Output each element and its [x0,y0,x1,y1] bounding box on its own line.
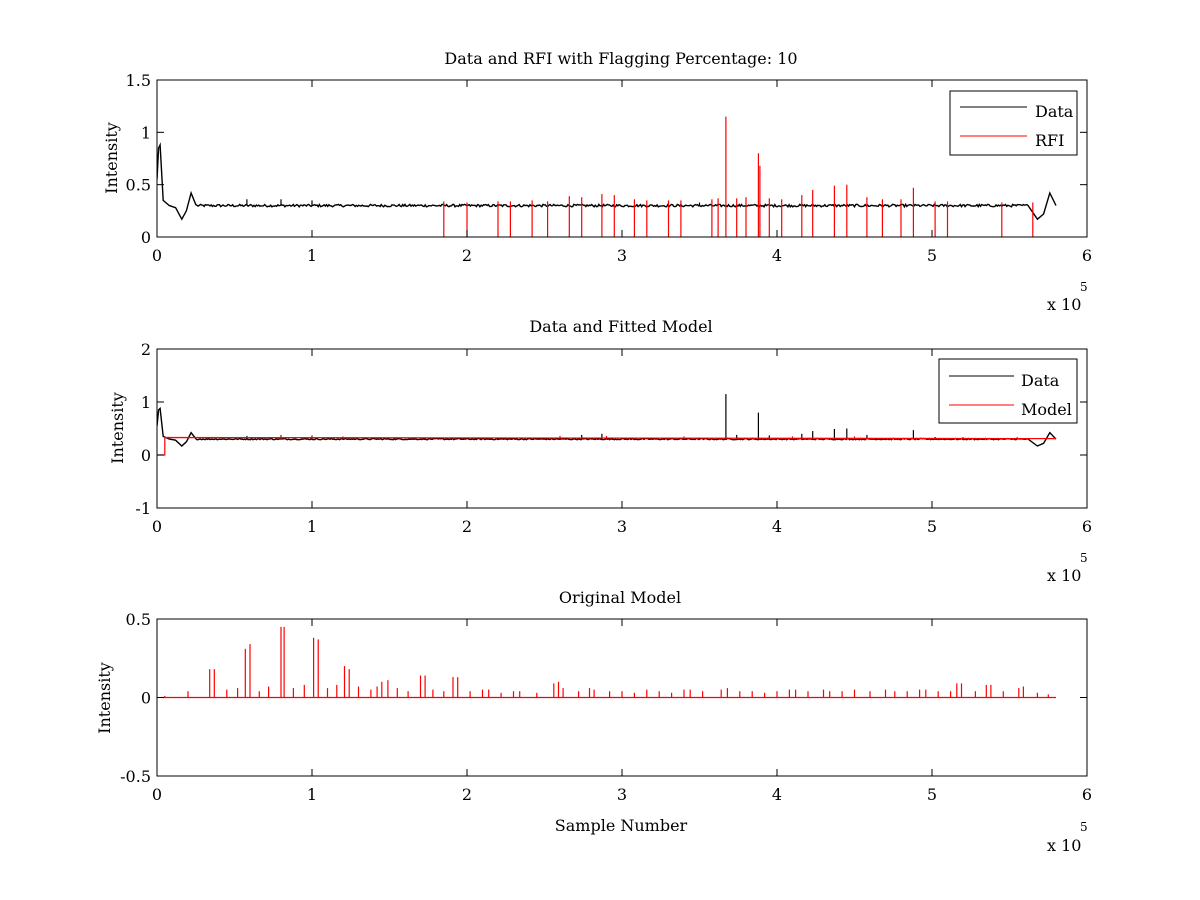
y-tick-label: 0.5 [126,176,151,195]
x-exponent-power: 5 [1080,820,1088,834]
legend-label-rfi: RFI [1035,131,1064,150]
x-exponent-base: x 10 [1047,566,1081,585]
plot-frame [156,79,1088,238]
y-tick-label: 0.5 [126,610,151,629]
series-layer [161,626,1056,699]
legend-label-model: Model [1021,400,1072,419]
x-tick-label: 3 [617,785,627,804]
x-tick-label: 3 [617,246,627,265]
series-line-data [157,406,1057,447]
x-exponent-base: x 10 [1047,836,1081,855]
x-tick-label: 6 [1082,785,1092,804]
plot-frame [156,618,1088,777]
y-tick-label: 1 [141,393,151,412]
ticks-layer: 0 1 2 3 4 5 6 0 0.5 1 1.5 [126,71,1093,265]
x-tick-label: 1 [307,517,317,536]
chart-title: Original Model [559,588,681,607]
series-clip-group [161,626,1056,699]
y-tick-label: 0 [141,446,151,465]
x-tick-label: 0 [152,785,162,804]
chart-panel-original: Original Model 0 1 2 3 4 5 6-0.500.5 Intensity… [95,588,1092,855]
x-tick-label: 0 [152,517,162,536]
x-tick-label: 6 [1082,246,1092,265]
legend-label-data: Data [1035,102,1074,121]
y-tick-label: 1.5 [126,71,151,90]
y-axis-label: Intensity [102,122,121,194]
y-tick-label: -1 [135,499,151,518]
chart-title: Data and RFI with Flagging Percentage: 1… [444,49,797,68]
y-axis-label: Intensity [108,392,127,464]
ticks-layer: 0 1 2 3 4 5 6-0.500.5 [120,610,1092,804]
series-line-data [157,142,1057,221]
legend-box [949,90,1078,156]
x-tick-label: 3 [617,517,627,536]
legend-box [938,358,1078,424]
x-exponent-power: 5 [1080,551,1088,565]
x-axis-label: Sample Number [555,816,688,835]
x-tick-label: 5 [927,785,937,804]
x-tick-label: 2 [462,517,472,536]
legend: Data Model [938,358,1078,424]
x-tick-label: 2 [462,246,472,265]
x-exponent-power: 5 [1080,280,1088,294]
chart-title: Data and Fitted Model [529,317,712,336]
plot-frame [156,348,1088,509]
series-clip-group [157,116,1057,237]
y-tick-label: -0.5 [120,767,151,786]
y-axis-label: Intensity [95,662,114,734]
x-tick-label: 1 [307,785,317,804]
x-tick-label: 4 [772,246,782,265]
legend: Data RFI [949,90,1078,156]
y-tick-label: 0 [141,689,151,708]
x-tick-label: 4 [772,517,782,536]
y-tick-label: 0 [141,228,151,247]
y-tick-label: 1 [141,123,151,142]
x-tick-label: 4 [772,785,782,804]
x-tick-label: 5 [927,517,937,536]
x-tick-label: 6 [1082,517,1092,536]
series-layer [157,116,1057,237]
x-tick-label: 0 [152,246,162,265]
x-tick-label: 1 [307,246,317,265]
x-tick-label: 2 [462,785,472,804]
x-tick-label: 5 [927,246,937,265]
y-tick-label: 2 [141,340,151,359]
chart-panel-rfi: Data and RFI with Flagging Percentage: 1… [102,49,1092,314]
legend-label-data: Data [1021,371,1060,390]
x-exponent-base: x 10 [1047,295,1081,314]
